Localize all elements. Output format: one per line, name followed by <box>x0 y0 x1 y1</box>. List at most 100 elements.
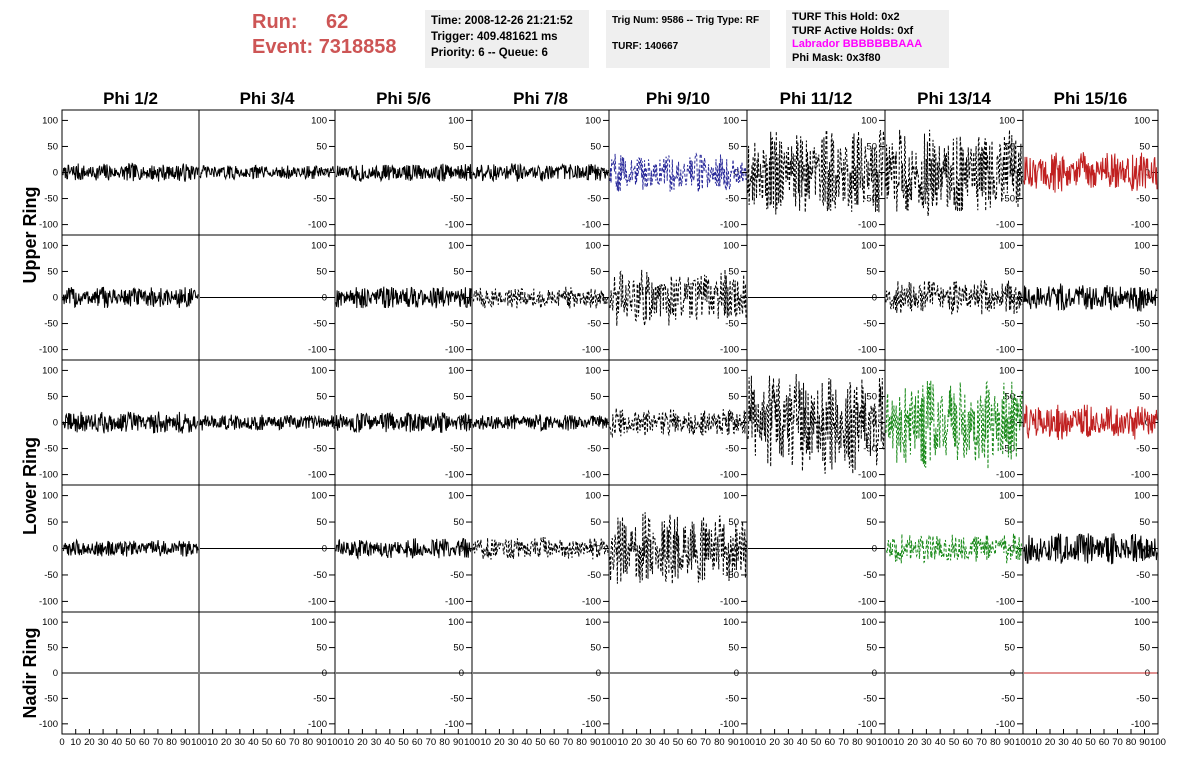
y-tick-label: 100 <box>999 115 1015 126</box>
y-tick-label: -100 <box>308 719 327 730</box>
y-tick-label: -50 <box>863 570 877 581</box>
x-tick-label: 30 <box>98 737 109 748</box>
trace-line <box>62 411 199 434</box>
y-tick-label: 50 <box>1139 266 1150 277</box>
y-tick-label: 100 <box>311 115 327 126</box>
y-tick-label: 100 <box>42 240 58 251</box>
run-event-box: Run: 62 Event: 7318858 <box>252 10 397 60</box>
y-tick-label: 100 <box>1134 491 1150 502</box>
y-tick-label: -100 <box>582 470 601 481</box>
y-tick-label: 100 <box>1134 115 1150 126</box>
y-tick-label: -100 <box>39 345 58 356</box>
x-tick-label: 50 <box>535 737 546 748</box>
x-tick-label: 80 <box>439 737 450 748</box>
y-tick-label: 0 <box>1010 544 1015 555</box>
y-tick-label: -50 <box>313 570 327 581</box>
y-tick-label: -50 <box>1001 319 1015 330</box>
x-tick-label: 50 <box>262 737 273 748</box>
y-tick-label: 100 <box>585 365 601 376</box>
y-tick-label: -100 <box>996 220 1015 231</box>
x-tick-label: 80 <box>166 737 177 748</box>
trace-line <box>609 269 747 326</box>
y-tick-label: 50 <box>866 391 877 402</box>
run-line: Run: 62 <box>252 10 397 35</box>
x-tick-label: 50 <box>673 737 684 748</box>
y-tick-label: 100 <box>1134 617 1150 628</box>
x-tick-label: 40 <box>797 737 808 748</box>
y-tick-label: -100 <box>996 470 1015 481</box>
x-tick-label: 20 <box>907 737 918 748</box>
y-tick-label: 100 <box>999 240 1015 251</box>
y-tick-label: -100 <box>720 220 739 231</box>
x-tick-label: 80 <box>1126 737 1137 748</box>
y-tick-label: 100 <box>311 240 327 251</box>
trace-line <box>885 129 1023 217</box>
column-header-7: Phi 13/14 <box>917 89 991 108</box>
y-tick-label: -50 <box>587 570 601 581</box>
y-tick-label: 50 <box>590 391 601 402</box>
y-tick-label: 0 <box>596 544 601 555</box>
y-tick-label: -100 <box>308 470 327 481</box>
y-tick-label: -50 <box>725 319 739 330</box>
y-tick-label: 0 <box>872 168 877 179</box>
trace-line <box>747 373 885 474</box>
y-tick-label: -50 <box>1001 570 1015 581</box>
x-tick-label: 20 <box>84 737 95 748</box>
trace-line <box>62 286 199 309</box>
y-tick-label: 100 <box>861 617 877 628</box>
y-tick-label: 0 <box>1145 168 1150 179</box>
x-tick-label: 90 <box>866 737 877 748</box>
x-tick-label: 80 <box>303 737 314 748</box>
y-tick-label: 50 <box>453 141 464 152</box>
x-tick-label: 50 <box>125 737 136 748</box>
x-tick-label: 90 <box>590 737 601 748</box>
y-tick-label: -100 <box>996 345 1015 356</box>
x-tick-label: 100 <box>327 737 343 748</box>
x-tick-label: 70 <box>289 737 300 748</box>
x-tick-label: 70 <box>1112 737 1123 748</box>
y-tick-label: 50 <box>316 517 327 528</box>
y-tick-label: 50 <box>866 517 877 528</box>
y-tick-label: -50 <box>863 194 877 205</box>
row-label-2: Lower Ring <box>20 437 40 535</box>
x-tick-label: 60 <box>275 737 286 748</box>
y-tick-label: 100 <box>448 115 464 126</box>
x-tick-label: 10 <box>207 737 218 748</box>
x-tick-label: 40 <box>112 737 123 748</box>
y-tick-label: -50 <box>725 444 739 455</box>
y-tick-label: -100 <box>39 719 58 730</box>
x-tick-label: 0 <box>59 737 64 748</box>
y-tick-label: 0 <box>53 293 58 304</box>
y-tick-label: -100 <box>582 345 601 356</box>
x-tick-label: 10 <box>894 737 905 748</box>
x-tick-label: 60 <box>412 737 423 748</box>
x-tick-label: 20 <box>769 737 780 748</box>
column-header-3: Phi 5/6 <box>376 89 431 108</box>
x-tick-label: 90 <box>1004 737 1015 748</box>
x-tick-label: 10 <box>756 737 767 748</box>
y-tick-label: 50 <box>47 266 58 277</box>
y-tick-label: 100 <box>723 617 739 628</box>
y-tick-label: 100 <box>448 240 464 251</box>
y-tick-label: -100 <box>445 719 464 730</box>
y-tick-label: 100 <box>311 617 327 628</box>
x-tick-label: 100 <box>877 737 893 748</box>
x-tick-label: 10 <box>343 737 354 748</box>
y-tick-label: 100 <box>999 617 1015 628</box>
y-tick-label: -100 <box>858 719 877 730</box>
time-text: Time: 2008-12-26 21:21:52 <box>431 15 573 27</box>
y-tick-label: 50 <box>316 141 327 152</box>
y-tick-label: 50 <box>590 266 601 277</box>
y-tick-label: -50 <box>1001 194 1015 205</box>
trace-line <box>609 408 747 439</box>
x-tick-label: 40 <box>1072 737 1083 748</box>
event-line: Event: 7318858 <box>252 35 397 60</box>
x-tick-label: 30 <box>921 737 932 748</box>
column-header-8: Phi 15/16 <box>1054 89 1128 108</box>
trig-info-box: Trig Num: 9586 -- Trig Type: RF TURF: 14… <box>606 10 770 68</box>
y-tick-label: 50 <box>866 643 877 654</box>
trace-line <box>335 411 472 434</box>
x-tick-label: 40 <box>935 737 946 748</box>
run-value: 62 <box>326 11 349 33</box>
trace-line <box>472 536 609 560</box>
